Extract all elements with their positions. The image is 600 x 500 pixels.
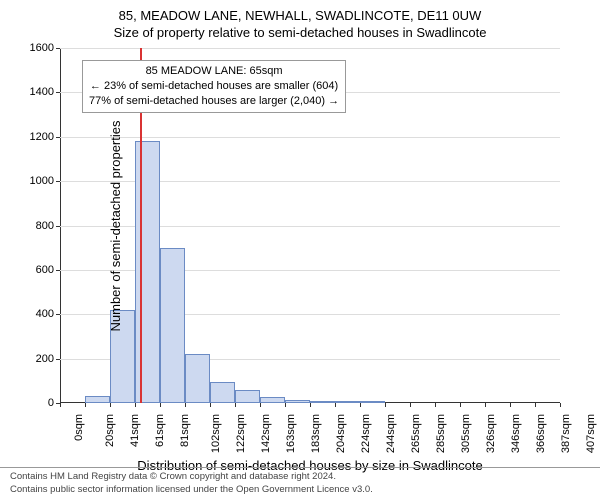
histogram-chart: 0sqm20sqm41sqm61sqm81sqm102sqm122sqm142s… bbox=[60, 48, 560, 403]
x-tick-label: 102sqm bbox=[210, 414, 222, 453]
x-tick-mark bbox=[360, 403, 361, 407]
annotation-line: ← 23% of semi-detached houses are smalle… bbox=[89, 79, 339, 94]
footer-line-2: Contains public sector information licen… bbox=[10, 484, 600, 496]
x-tick-mark bbox=[410, 403, 411, 407]
y-tick-mark bbox=[56, 359, 60, 360]
y-tick-mark bbox=[56, 314, 60, 315]
x-tick-label: 285sqm bbox=[435, 414, 447, 453]
histogram-bar bbox=[85, 396, 110, 403]
y-tick-label: 800 bbox=[14, 220, 54, 232]
x-tick-label: 366sqm bbox=[535, 414, 547, 453]
x-tick-mark bbox=[460, 403, 461, 407]
histogram-bar bbox=[285, 400, 310, 403]
y-tick-label: 0 bbox=[14, 397, 54, 409]
plot-area: 0sqm20sqm41sqm61sqm81sqm102sqm122sqm142s… bbox=[60, 48, 560, 403]
footer: Contains HM Land Registry data © Crown c… bbox=[0, 471, 600, 496]
annotation-line: 77% of semi-detached houses are larger (… bbox=[89, 94, 339, 109]
histogram-bar bbox=[185, 354, 210, 403]
title-block: 85, MEADOW LANE, NEWHALL, SWADLINCOTE, D… bbox=[0, 0, 600, 40]
y-tick-mark bbox=[56, 226, 60, 227]
x-tick-mark bbox=[435, 403, 436, 407]
x-tick-label: 224sqm bbox=[360, 414, 372, 453]
x-tick-label: 0sqm bbox=[73, 414, 85, 441]
y-tick-label: 1000 bbox=[14, 175, 54, 187]
y-tick-label: 1200 bbox=[14, 131, 54, 143]
histogram-bar bbox=[210, 382, 235, 403]
y-tick-label: 600 bbox=[14, 264, 54, 276]
histogram-bar bbox=[235, 390, 260, 403]
x-tick-mark bbox=[185, 403, 186, 407]
footer-divider bbox=[0, 467, 600, 468]
x-tick-label: 244sqm bbox=[385, 414, 397, 453]
y-tick-label: 400 bbox=[14, 308, 54, 320]
y-tick-mark bbox=[56, 270, 60, 271]
x-tick-label: 346sqm bbox=[510, 414, 522, 453]
x-tick-label: 20sqm bbox=[104, 414, 116, 447]
x-tick-mark bbox=[260, 403, 261, 407]
x-tick-mark bbox=[535, 403, 536, 407]
y-tick-mark bbox=[56, 92, 60, 93]
histogram-bar bbox=[310, 401, 335, 403]
x-tick-mark bbox=[385, 403, 386, 407]
histogram-bar bbox=[135, 141, 160, 403]
gridline-h bbox=[60, 137, 560, 138]
x-tick-mark bbox=[285, 403, 286, 407]
x-tick-label: 387sqm bbox=[560, 414, 572, 453]
x-tick-label: 81sqm bbox=[179, 414, 191, 447]
y-tick-label: 1600 bbox=[14, 42, 54, 54]
y-tick-mark bbox=[56, 137, 60, 138]
x-tick-label: 41sqm bbox=[129, 414, 141, 447]
x-tick-mark bbox=[510, 403, 511, 407]
x-tick-mark bbox=[135, 403, 136, 407]
gridline-h bbox=[60, 48, 560, 49]
x-tick-mark bbox=[60, 403, 61, 407]
x-tick-label: 265sqm bbox=[410, 414, 422, 453]
y-axis-label: Number of semi-detached properties bbox=[108, 120, 123, 331]
x-tick-mark bbox=[560, 403, 561, 407]
x-tick-mark bbox=[160, 403, 161, 407]
page-subtitle: Size of property relative to semi-detach… bbox=[0, 25, 600, 40]
x-tick-mark bbox=[235, 403, 236, 407]
histogram-bar bbox=[360, 401, 385, 403]
x-tick-label: 122sqm bbox=[235, 414, 247, 453]
x-tick-label: 326sqm bbox=[485, 414, 497, 453]
histogram-bar bbox=[335, 401, 360, 403]
y-tick-mark bbox=[56, 181, 60, 182]
x-tick-label: 163sqm bbox=[285, 414, 297, 453]
x-tick-mark bbox=[485, 403, 486, 407]
y-tick-label: 1400 bbox=[14, 86, 54, 98]
x-tick-label: 407sqm bbox=[585, 414, 597, 453]
footer-line-1: Contains HM Land Registry data © Crown c… bbox=[10, 471, 600, 483]
page-title: 85, MEADOW LANE, NEWHALL, SWADLINCOTE, D… bbox=[0, 8, 600, 23]
x-tick-mark bbox=[110, 403, 111, 407]
x-tick-label: 183sqm bbox=[310, 414, 322, 453]
x-tick-mark bbox=[85, 403, 86, 407]
y-tick-label: 200 bbox=[14, 353, 54, 365]
x-tick-mark bbox=[210, 403, 211, 407]
x-tick-mark bbox=[335, 403, 336, 407]
annotation-line: 85 MEADOW LANE: 65sqm bbox=[89, 64, 339, 79]
x-tick-label: 142sqm bbox=[260, 414, 272, 453]
y-tick-mark bbox=[56, 48, 60, 49]
x-tick-label: 204sqm bbox=[335, 414, 347, 453]
x-tick-mark bbox=[310, 403, 311, 407]
histogram-bar bbox=[160, 248, 185, 403]
annotation-box: 85 MEADOW LANE: 65sqm← 23% of semi-detac… bbox=[82, 60, 346, 113]
histogram-bar bbox=[260, 397, 285, 403]
x-tick-label: 61sqm bbox=[154, 414, 166, 447]
x-tick-label: 305sqm bbox=[460, 414, 472, 453]
